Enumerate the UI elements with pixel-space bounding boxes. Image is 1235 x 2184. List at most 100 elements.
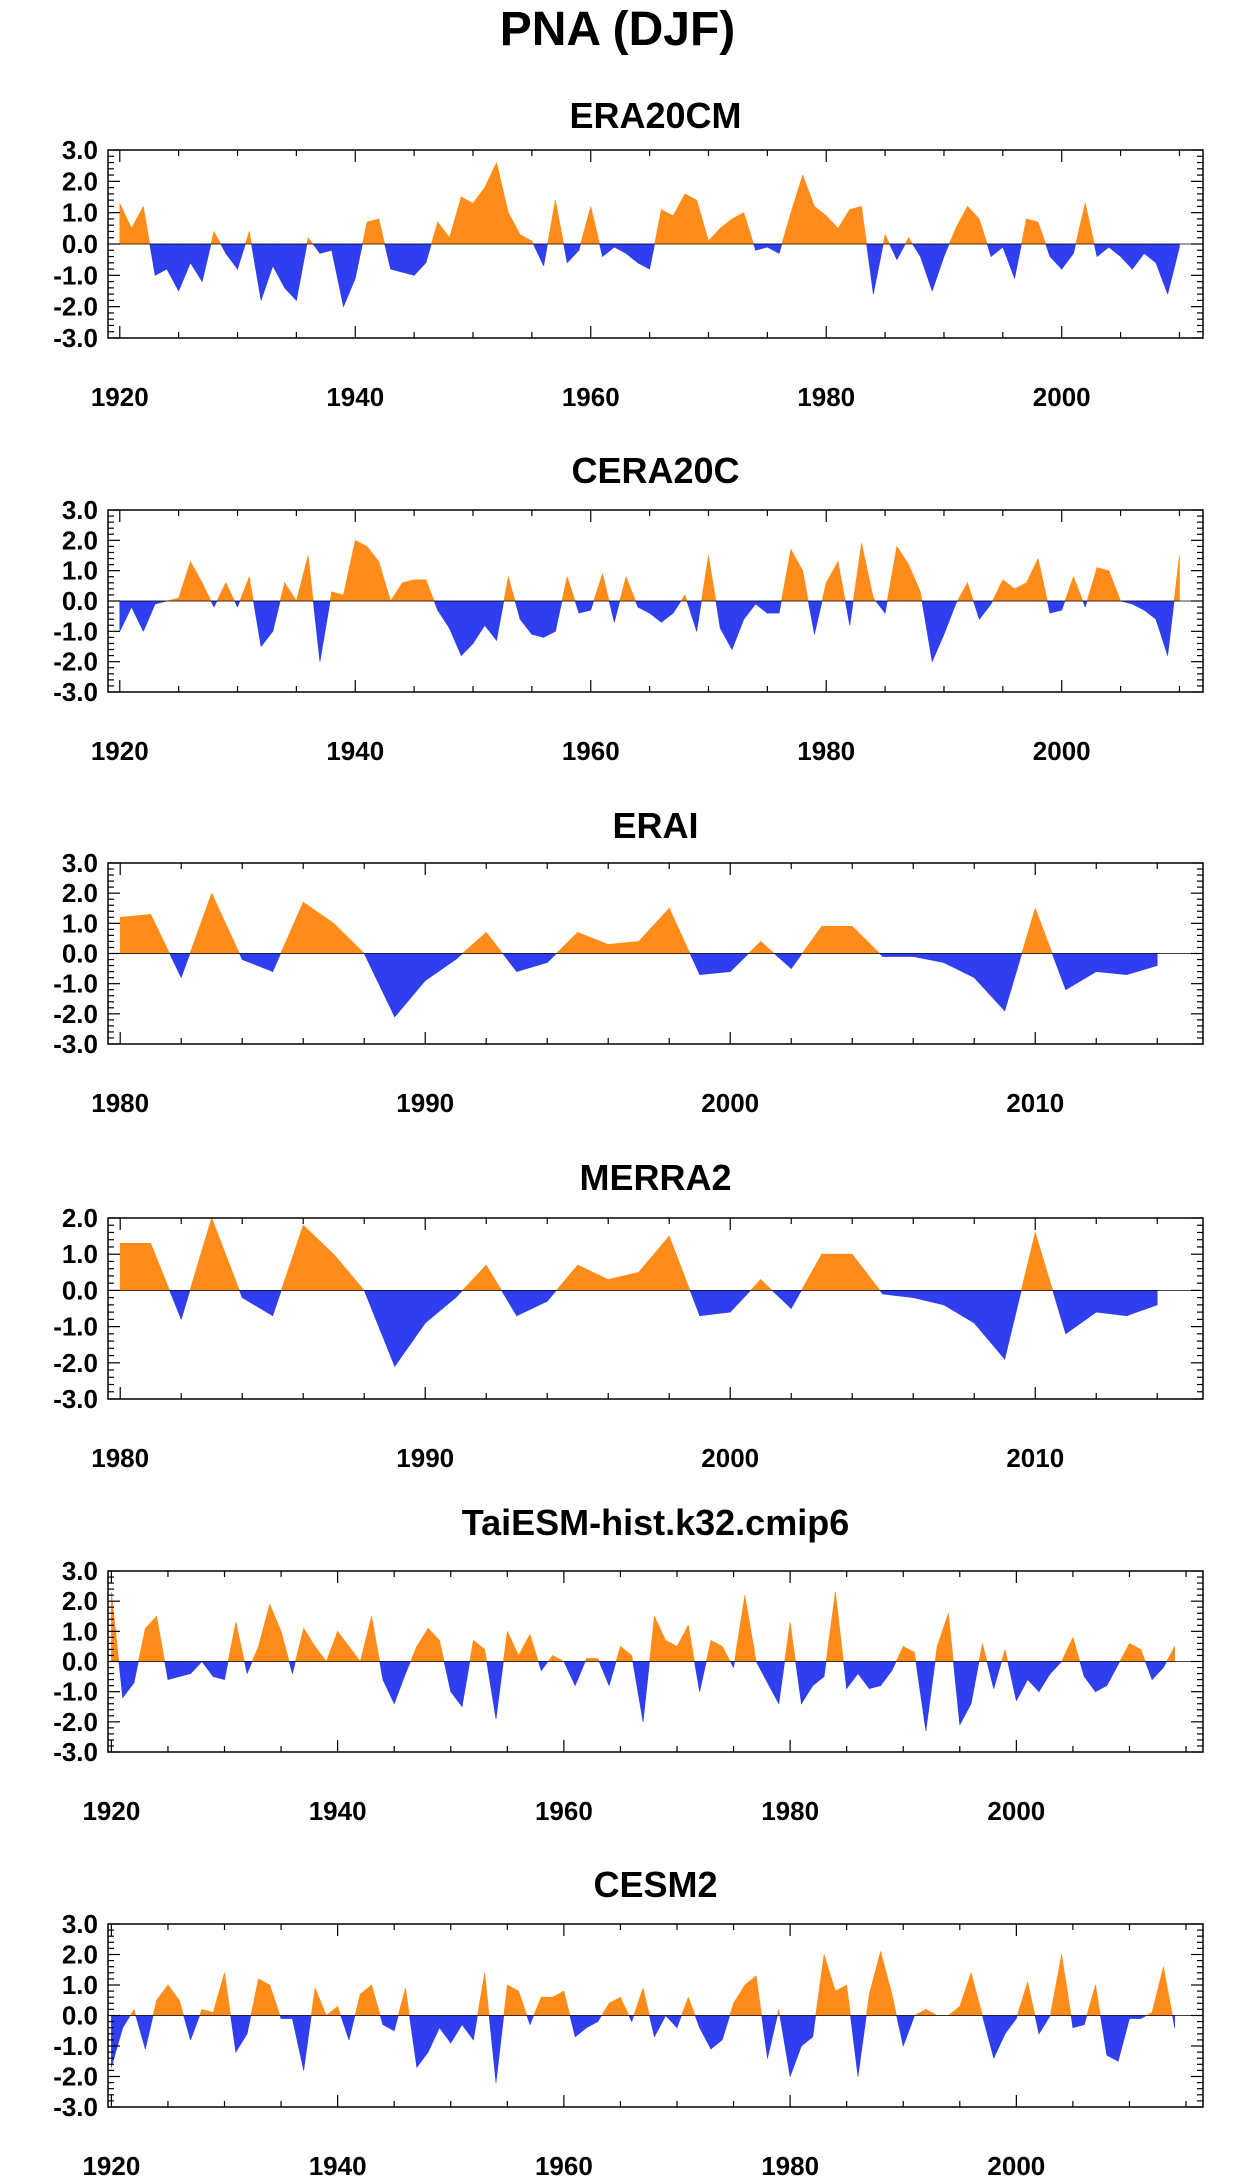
x-tick-label: 1920 xyxy=(91,382,149,412)
positive-area xyxy=(325,1631,338,1662)
positive-area xyxy=(216,582,227,602)
negative-area xyxy=(433,600,438,611)
positive-area xyxy=(668,1235,691,1291)
y-tick-label: -3.0 xyxy=(53,2092,98,2122)
positive-area xyxy=(701,555,709,602)
negative-area xyxy=(237,600,241,608)
negative-area xyxy=(574,600,580,614)
positive-area xyxy=(178,561,191,602)
positive-area xyxy=(337,2006,342,2016)
y-tick-label: 2.0 xyxy=(62,1203,98,1233)
positive-area xyxy=(825,560,839,602)
negative-area xyxy=(118,1661,124,1698)
positive-area xyxy=(668,908,691,954)
negative-area xyxy=(122,1661,135,1699)
positive-area xyxy=(325,2005,338,2016)
positive-area xyxy=(1034,1232,1054,1291)
negative-area xyxy=(450,2015,463,2045)
negative-area xyxy=(729,1290,752,1313)
positive-area xyxy=(802,174,815,245)
x-tick-label: 2010 xyxy=(1006,1088,1064,1118)
y-tick-label: 0.0 xyxy=(62,586,98,616)
positive-area xyxy=(199,2009,203,2016)
positive-area xyxy=(593,573,603,602)
negative-area xyxy=(169,953,182,978)
negative-area xyxy=(413,243,427,277)
negative-area xyxy=(154,600,167,605)
negative-area xyxy=(331,243,344,307)
y-tick-label: -3.0 xyxy=(53,677,98,707)
y-tick-label: 3.0 xyxy=(62,1556,98,1586)
negative-area xyxy=(393,1661,406,1704)
negative-area xyxy=(715,600,721,629)
y-tick-label: 1.0 xyxy=(62,1616,98,1646)
negative-area xyxy=(889,243,898,260)
negative-area xyxy=(778,600,782,614)
positive-area xyxy=(473,1639,485,1662)
negative-area xyxy=(340,2015,350,2040)
negative-area xyxy=(943,1290,975,1324)
positive-area xyxy=(866,1994,870,2016)
positive-area xyxy=(477,1972,485,2016)
negative-area xyxy=(959,1661,972,1725)
negative-area xyxy=(241,953,274,973)
positive-area xyxy=(760,1278,773,1291)
positive-area xyxy=(449,196,462,245)
y-tick-label: 1.0 xyxy=(62,1239,98,1269)
negative-area xyxy=(586,2015,599,2029)
negative-area xyxy=(814,600,823,635)
positive-area xyxy=(235,1622,245,1662)
negative-area xyxy=(348,2015,356,2040)
negative-area xyxy=(379,2015,384,2025)
negative-area xyxy=(1079,1661,1085,1677)
negative-area xyxy=(990,243,1004,258)
positive-area xyxy=(1016,1981,1028,2016)
positive-area xyxy=(920,591,923,602)
negative-area xyxy=(1072,2015,1085,2029)
x-tick-label: 1920 xyxy=(82,2151,140,2181)
negative-area xyxy=(955,600,958,606)
negative-area xyxy=(912,1290,945,1306)
positive-area xyxy=(790,174,803,245)
positive-area xyxy=(638,907,670,954)
positive-area xyxy=(1027,1981,1036,2016)
positive-area xyxy=(201,582,212,602)
y-tick-label: 2.0 xyxy=(62,1940,98,1970)
negative-area xyxy=(1061,243,1074,270)
y-tick-label: 2.0 xyxy=(62,1586,98,1616)
positive-area xyxy=(280,902,304,954)
positive-area xyxy=(1014,582,1027,602)
y-tick-label: 2.0 xyxy=(62,878,98,908)
negative-area xyxy=(540,1661,549,1672)
y-tick-label: -2.0 xyxy=(53,2062,98,2092)
negative-area xyxy=(292,1661,296,1674)
negative-area xyxy=(1108,243,1121,258)
negative-area xyxy=(599,243,603,257)
negative-area xyxy=(343,243,356,307)
negative-area xyxy=(986,243,992,257)
negative-area xyxy=(1038,2015,1051,2035)
positive-area xyxy=(540,1996,553,2016)
negative-area xyxy=(516,953,548,973)
negative-area xyxy=(1061,600,1066,611)
positive-area xyxy=(654,1616,666,1662)
positive-area xyxy=(733,1983,746,2016)
negative-area xyxy=(241,1290,274,1317)
positive-area xyxy=(577,1264,609,1291)
positive-area xyxy=(1140,1649,1146,1662)
positive-area xyxy=(1086,567,1098,602)
negative-area xyxy=(931,600,945,662)
negative-area xyxy=(384,243,391,270)
positive-area xyxy=(967,205,980,245)
negative-area xyxy=(135,2015,146,2050)
negative-area xyxy=(993,2015,1006,2059)
negative-area xyxy=(637,243,650,270)
negative-area xyxy=(253,600,262,647)
panel-3: MERRA2 2.0 1.0 0.0 -1.0 -2.0 -3.0 1980 1990 2000 2… xyxy=(53,1157,1204,1473)
negative-area xyxy=(1051,953,1067,990)
positive-area xyxy=(1129,1642,1142,1662)
negative-area xyxy=(167,1661,180,1680)
positive-area xyxy=(895,1646,904,1662)
y-tick-label: -2.0 xyxy=(53,1707,98,1737)
negative-area xyxy=(379,1661,384,1680)
